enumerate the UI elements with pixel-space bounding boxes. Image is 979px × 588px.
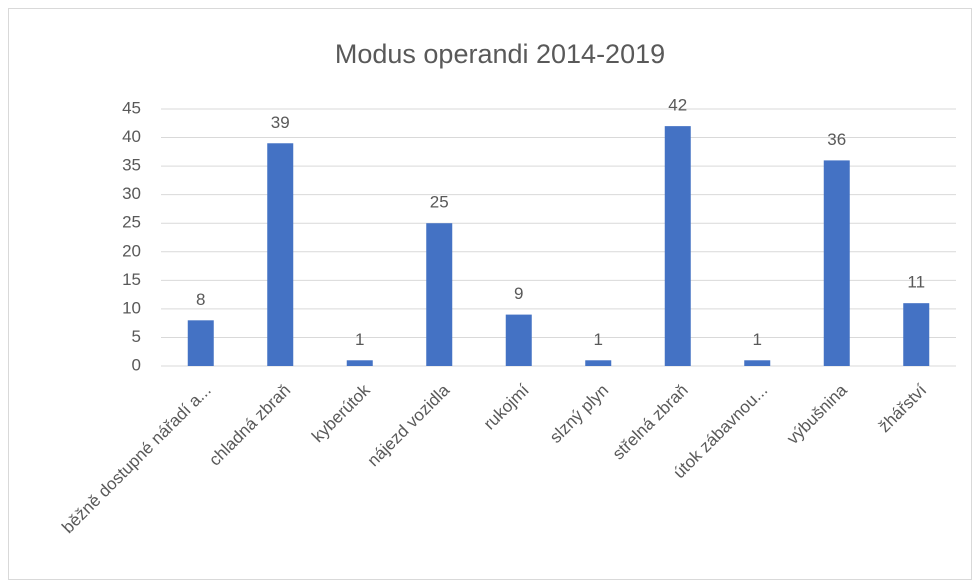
bar: [744, 360, 771, 366]
y-tick-label: 35: [122, 156, 141, 175]
bar: [585, 360, 612, 366]
y-tick-label: 5: [132, 327, 141, 346]
y-tick-label: 15: [122, 270, 141, 289]
y-tick-label: 20: [122, 241, 141, 260]
y-tick-label: 45: [122, 98, 141, 117]
bar: [823, 160, 850, 366]
bar: [505, 314, 532, 366]
data-label: 42: [668, 96, 687, 115]
y-tick-label: 10: [122, 298, 141, 317]
data-label: 11: [907, 273, 925, 292]
bar: [664, 126, 691, 366]
data-label: 1: [594, 330, 603, 349]
data-label: 1: [355, 330, 364, 349]
data-label: 1: [753, 330, 762, 349]
y-tick-label: 40: [122, 127, 141, 146]
data-label: 39: [271, 113, 290, 132]
bar: [903, 303, 930, 366]
chart-title: Modus operandi 2014-2019: [335, 39, 665, 69]
data-label: 36: [827, 130, 846, 149]
bar: [426, 223, 453, 366]
bar: [187, 320, 214, 366]
data-label: 25: [430, 193, 449, 212]
data-label: 9: [514, 284, 523, 303]
y-tick-label: 0: [132, 355, 141, 374]
y-tick-label: 30: [122, 184, 141, 203]
chart-border: [8, 8, 972, 580]
y-tick-label: 25: [122, 213, 141, 232]
bar: [346, 360, 373, 366]
data-label: 8: [196, 290, 205, 309]
bar: [267, 143, 294, 366]
